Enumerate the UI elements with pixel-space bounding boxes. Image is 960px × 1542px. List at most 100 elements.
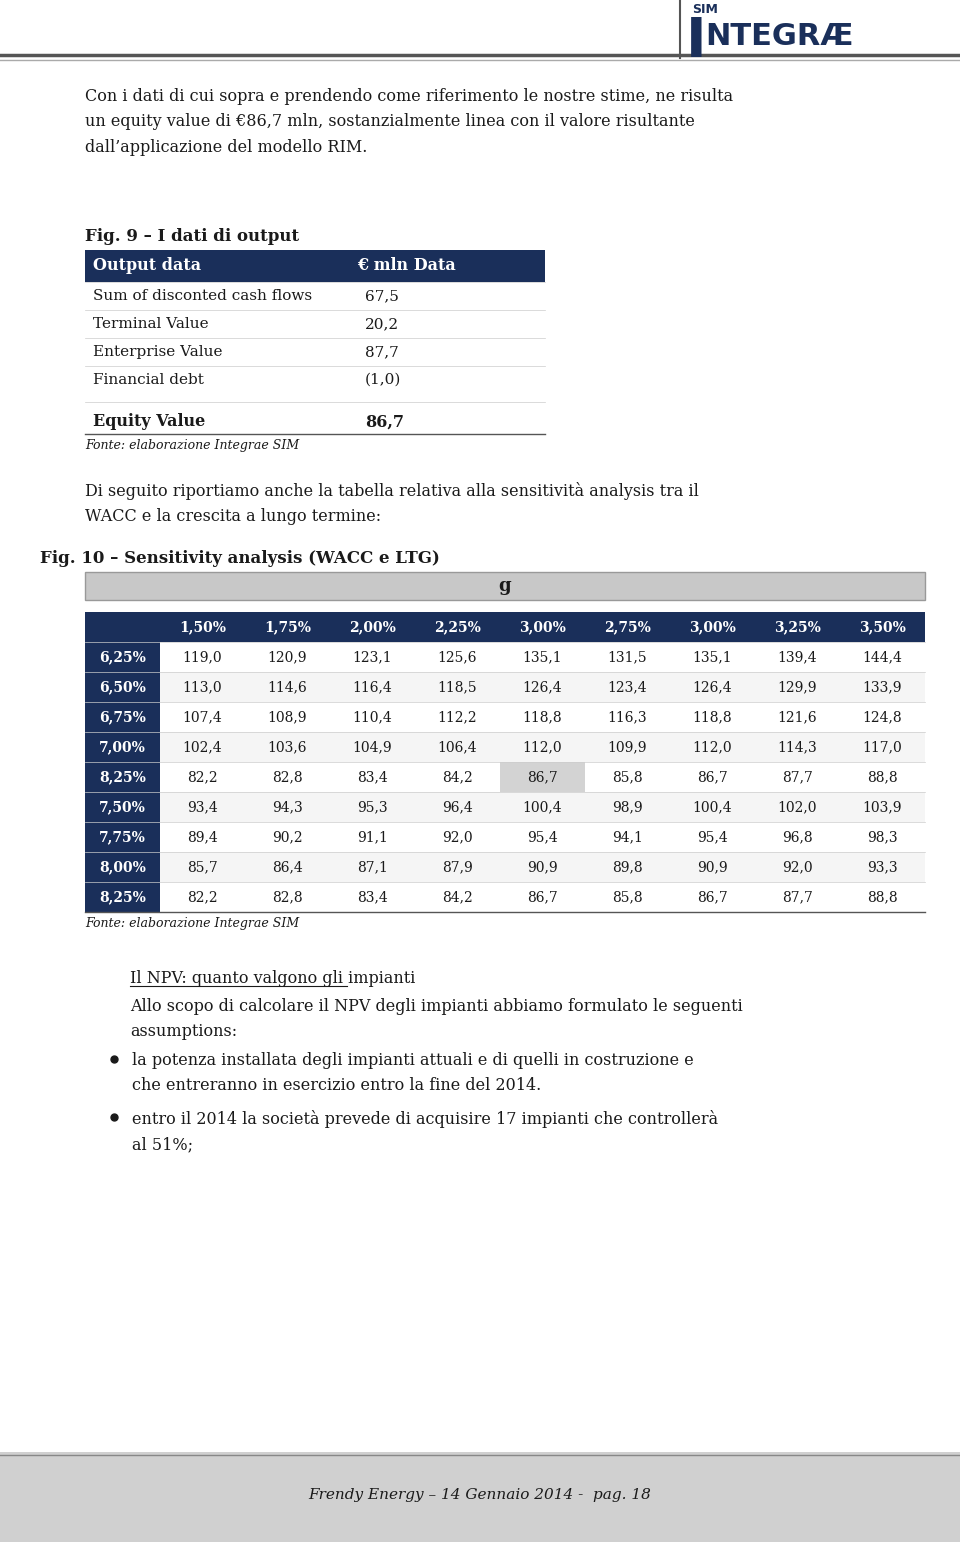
Text: 87,1: 87,1 xyxy=(357,860,388,874)
Text: 100,4: 100,4 xyxy=(693,800,732,814)
Text: 112,0: 112,0 xyxy=(693,740,732,754)
Bar xyxy=(85,732,160,762)
Text: 100,4: 100,4 xyxy=(522,800,563,814)
Text: 95,3: 95,3 xyxy=(357,800,388,814)
Text: 86,7: 86,7 xyxy=(527,890,558,904)
Bar xyxy=(85,882,160,911)
Text: 94,1: 94,1 xyxy=(612,830,643,843)
Text: Financial debt: Financial debt xyxy=(93,373,204,387)
Text: 139,4: 139,4 xyxy=(778,651,817,665)
Text: I: I xyxy=(686,15,707,69)
Bar xyxy=(85,732,925,762)
Text: 110,4: 110,4 xyxy=(352,709,393,725)
Bar xyxy=(85,853,160,882)
Text: Fig. 9 – I dati di output: Fig. 9 – I dati di output xyxy=(85,228,300,245)
Bar xyxy=(0,1453,960,1542)
Text: 92,0: 92,0 xyxy=(443,830,473,843)
Text: 144,4: 144,4 xyxy=(863,651,902,665)
Bar xyxy=(85,853,925,882)
Text: 114,3: 114,3 xyxy=(778,740,817,754)
Text: 129,9: 129,9 xyxy=(778,680,817,694)
Text: 106,4: 106,4 xyxy=(438,740,477,754)
Text: 1,75%: 1,75% xyxy=(264,620,311,634)
Text: 89,8: 89,8 xyxy=(612,860,643,874)
Bar xyxy=(500,762,585,793)
Text: 82,8: 82,8 xyxy=(273,890,302,904)
Text: 3,50%: 3,50% xyxy=(859,620,906,634)
Text: 1,50%: 1,50% xyxy=(179,620,226,634)
Text: 126,4: 126,4 xyxy=(522,680,563,694)
Text: 3,00%: 3,00% xyxy=(689,620,736,634)
Text: 135,1: 135,1 xyxy=(522,651,563,665)
Text: 91,1: 91,1 xyxy=(357,830,388,843)
Text: 82,2: 82,2 xyxy=(187,890,218,904)
Bar xyxy=(85,822,160,853)
Text: 98,3: 98,3 xyxy=(867,830,898,843)
Text: 87,9: 87,9 xyxy=(443,860,473,874)
Text: 8,25%: 8,25% xyxy=(99,890,146,904)
Text: Fonte: elaborazione Integrae SIM: Fonte: elaborazione Integrae SIM xyxy=(85,439,300,452)
Text: 95,4: 95,4 xyxy=(697,830,728,843)
Text: 3,00%: 3,00% xyxy=(519,620,566,634)
Text: 20,2: 20,2 xyxy=(365,318,399,332)
Text: Di seguito riportiamo anche la tabella relativa alla sensitività analysis tra il: Di seguito riportiamo anche la tabella r… xyxy=(85,483,699,526)
Text: 123,4: 123,4 xyxy=(608,680,647,694)
Bar xyxy=(85,672,925,702)
Text: 67,5: 67,5 xyxy=(365,288,398,302)
Text: 7,00%: 7,00% xyxy=(99,740,146,754)
Text: 86,7: 86,7 xyxy=(365,413,404,430)
Text: 87,7: 87,7 xyxy=(782,890,813,904)
Bar xyxy=(85,762,925,793)
Text: 131,5: 131,5 xyxy=(608,651,647,665)
Bar xyxy=(85,572,925,600)
Bar xyxy=(85,793,160,822)
Text: 121,6: 121,6 xyxy=(778,709,817,725)
Text: 133,9: 133,9 xyxy=(863,680,902,694)
Text: (1,0): (1,0) xyxy=(365,373,401,387)
Text: Output data: Output data xyxy=(93,258,202,274)
Text: 116,3: 116,3 xyxy=(608,709,647,725)
Text: Allo scopo di calcolare il NPV degli impianti abbiamo formulato le seguenti
assu: Allo scopo di calcolare il NPV degli imp… xyxy=(130,998,743,1041)
Text: 83,4: 83,4 xyxy=(357,769,388,783)
Text: 95,4: 95,4 xyxy=(527,830,558,843)
Text: 87,7: 87,7 xyxy=(365,345,398,359)
Text: 86,7: 86,7 xyxy=(697,769,728,783)
Text: 86,7: 86,7 xyxy=(697,890,728,904)
Text: 112,0: 112,0 xyxy=(522,740,563,754)
Text: 6,25%: 6,25% xyxy=(99,651,146,665)
Text: Fig. 10 – Sensitivity analysis (WACC e LTG): Fig. 10 – Sensitivity analysis (WACC e L… xyxy=(40,550,440,567)
Text: Enterprise Value: Enterprise Value xyxy=(93,345,223,359)
Text: 85,8: 85,8 xyxy=(612,890,643,904)
Text: 113,0: 113,0 xyxy=(182,680,223,694)
Text: 88,8: 88,8 xyxy=(867,769,898,783)
Bar xyxy=(85,672,160,702)
Text: 114,6: 114,6 xyxy=(268,680,307,694)
Text: la potenza installata degli impianti attuali e di quelli in costruzione e
che en: la potenza installata degli impianti att… xyxy=(132,1052,694,1095)
Text: 90,9: 90,9 xyxy=(527,860,558,874)
Text: 109,9: 109,9 xyxy=(608,740,647,754)
Text: 82,8: 82,8 xyxy=(273,769,302,783)
Text: 123,1: 123,1 xyxy=(352,651,393,665)
Text: 125,6: 125,6 xyxy=(438,651,477,665)
Text: 103,6: 103,6 xyxy=(268,740,307,754)
Text: 118,8: 118,8 xyxy=(522,709,563,725)
Text: 118,8: 118,8 xyxy=(693,709,732,725)
Text: 86,7: 86,7 xyxy=(527,769,558,783)
Text: 86,4: 86,4 xyxy=(272,860,302,874)
Text: 89,4: 89,4 xyxy=(187,830,218,843)
Text: 112,2: 112,2 xyxy=(438,709,477,725)
Text: NTEGRÆ: NTEGRÆ xyxy=(705,22,853,51)
Text: 98,9: 98,9 xyxy=(612,800,643,814)
Bar xyxy=(85,762,160,793)
Text: SIM: SIM xyxy=(692,3,718,15)
Bar xyxy=(85,702,925,732)
Text: 117,0: 117,0 xyxy=(863,740,902,754)
Text: Frendy Energy – 14 Gennaio 2014 -  pag. 18: Frendy Energy – 14 Gennaio 2014 - pag. 1… xyxy=(308,1488,652,1502)
Text: 96,8: 96,8 xyxy=(782,830,813,843)
Text: Con i dati di cui sopra e prendendo come riferimento le nostre stime, ne risulta: Con i dati di cui sopra e prendendo come… xyxy=(85,88,733,156)
Text: 102,4: 102,4 xyxy=(182,740,223,754)
Text: 88,8: 88,8 xyxy=(867,890,898,904)
Bar xyxy=(85,882,925,911)
Bar xyxy=(85,641,925,672)
Bar xyxy=(85,822,925,853)
